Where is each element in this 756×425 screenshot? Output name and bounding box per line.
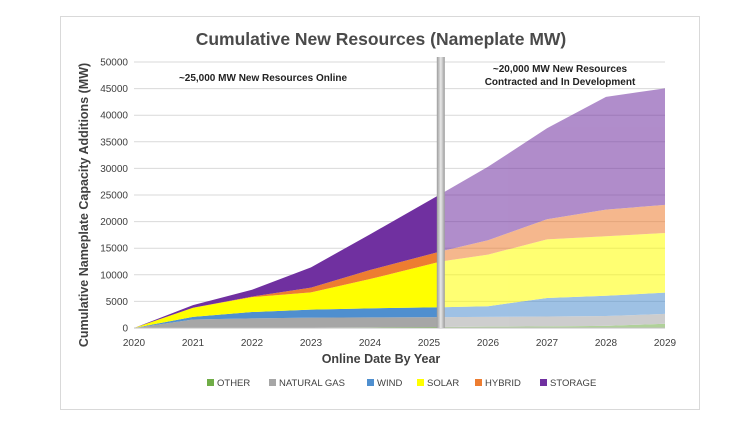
legend-swatch-hybrid (475, 379, 482, 386)
chart-svg: Cumulative New Resources (Nameplate MW) … (77, 29, 677, 389)
x-tick-label: 2027 (536, 338, 559, 349)
x-tick-label: 2022 (241, 338, 264, 349)
y-tick-label: 35000 (100, 137, 128, 148)
annotation-development-line1: ~20,000 MW New Resources (493, 64, 628, 75)
legend-label-wind: WIND (377, 378, 402, 389)
y-tick-label: 30000 (100, 164, 128, 175)
annotation-development-line2: Contracted and In Development (485, 77, 636, 88)
legend-label-hybrid: HYBRID (485, 378, 521, 389)
legend-label-other: OTHER (217, 378, 250, 389)
y-tick-label: 45000 (100, 84, 128, 95)
legend-swatch-natural-gas (269, 379, 276, 386)
y-tick-label: 40000 (100, 111, 128, 122)
y-axis-title: Cumulative Nameplate Capacity Additions … (77, 63, 91, 347)
y-tick-label: 10000 (100, 270, 128, 281)
x-tick-label: 2028 (595, 338, 618, 349)
legend-swatch-wind (367, 379, 374, 386)
x-tick-label: 2021 (182, 338, 205, 349)
x-tick-label: 2029 (654, 338, 677, 349)
x-tick-label: 2025 (418, 338, 441, 349)
y-tick-label: 25000 (100, 191, 128, 202)
x-axis-title: Online Date By Year (322, 352, 441, 366)
y-tick-label: 50000 (100, 58, 128, 69)
x-tick-label: 2023 (300, 338, 323, 349)
x-tick-label: 2024 (359, 338, 382, 349)
area-natural-gas (134, 317, 441, 328)
y-tick-label: 5000 (106, 297, 129, 308)
legend-swatch-other (207, 379, 214, 386)
area-wind (134, 307, 441, 328)
legend-label-solar: SOLAR (427, 378, 459, 389)
legend-label-natural-gas: NATURAL GAS (279, 378, 345, 389)
divider-bar (436, 57, 445, 328)
x-tick-label: 2020 (123, 338, 146, 349)
plot-areas (134, 88, 665, 328)
legend-swatch-solar (417, 379, 424, 386)
area-storage-development (440, 88, 665, 252)
chart-frame: Cumulative New Resources (Nameplate MW) … (60, 16, 700, 410)
y-tick-label: 20000 (100, 217, 128, 228)
area-solar-development (440, 233, 665, 308)
area-other-development (440, 323, 665, 328)
x-tick-label: 2026 (477, 338, 500, 349)
area-hybrid-development (440, 204, 665, 262)
y-tick-label: 15000 (100, 244, 128, 255)
area-storage (134, 193, 441, 328)
area-solar (134, 261, 441, 328)
annotation-online: ~25,000 MW New Resources Online (179, 73, 348, 84)
areas-in-development (440, 88, 665, 328)
area-natural-gas-development (440, 313, 665, 327)
area-wind-development (440, 292, 665, 318)
axes: 0 5000 10000 15000 20000 25000 30000 35000 40000… (100, 57, 677, 349)
chart-title: Cumulative New Resources (Nameplate MW) (196, 29, 567, 49)
legend-label-storage: STORAGE (550, 378, 596, 389)
y-tick-label: 0 (122, 324, 128, 335)
legend: OTHER NATURAL GAS WIND SOLAR HYBRID STORAGE (207, 378, 596, 389)
legend-swatch-storage (540, 379, 547, 386)
